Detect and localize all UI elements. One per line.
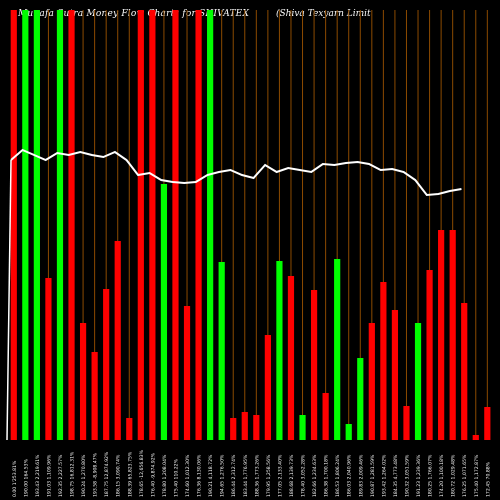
x-tick-label: 190.21 4,118.72% — [208, 454, 214, 497]
bar — [230, 418, 237, 440]
bar — [345, 424, 352, 440]
bar — [218, 262, 225, 440]
bar — [149, 10, 156, 440]
x-tick-label: 172.45 70.88% — [485, 461, 491, 497]
x-tick-label: 194.65 1,276.50% — [220, 454, 226, 497]
bar — [10, 10, 17, 440]
x-tick-label: 190.87 1,281.59% — [370, 454, 376, 497]
x-tick-label: 191.23 1,239.36% — [416, 454, 422, 497]
bar — [322, 393, 329, 440]
x-tick-label: 179.95 1,258.56% — [266, 454, 272, 497]
x-tick-label: 186.15 3,090.74% — [116, 454, 122, 497]
x-tick-label: 176.25 1,071.65% — [462, 454, 468, 497]
bar — [114, 241, 121, 440]
x-tick-label: 186.44 2,312.74% — [231, 454, 237, 497]
bar — [160, 184, 168, 440]
x-tick-label: 186.38 1,700.18% — [324, 454, 330, 497]
bar — [438, 230, 445, 440]
x-tick-label: 186.53 1,806.24% — [335, 454, 341, 497]
bar — [299, 415, 306, 440]
x-tick-label: 190.32 3,051.59% — [404, 454, 410, 497]
x-tick-label: 184.35 4,773.48% — [393, 454, 399, 497]
x-tick-label: 198.75 16,812.31% — [70, 451, 76, 497]
x-tick-label: 193.42 1,264.02% — [381, 454, 387, 497]
x-tick-label: 177.05 2,133.40% — [277, 454, 283, 497]
chart-title: Munafa Sutra Money Flow Charts for SHIVA… — [18, 9, 250, 19]
x-tick-label: 187.75 12,874.92% — [104, 451, 110, 497]
bar — [414, 323, 422, 440]
company-name: (Shiva Texyarn Limit — [276, 9, 371, 19]
price-line-start — [6, 159, 12, 441]
x-tick-label: 191.03 1,109.96% — [46, 454, 52, 497]
bar — [334, 259, 341, 440]
bar — [103, 289, 110, 440]
bar — [91, 352, 98, 440]
x-tick-label: 180.25 1,766.07% — [428, 454, 434, 497]
bar — [484, 407, 491, 440]
x-tick-label: 188.39 65,823.75% — [127, 451, 133, 497]
bar — [276, 261, 283, 440]
bar — [79, 323, 87, 440]
x-tick-label: 186.03 2,040.96% — [347, 454, 353, 497]
x-tick-label: 192.35 2,227.57% — [58, 454, 64, 497]
x-tick-label: 178.65 -12,656.83% — [139, 449, 145, 497]
bar — [241, 412, 248, 440]
x-tick-label: 178.80 1,208.04% — [162, 454, 168, 497]
bar — [195, 10, 202, 440]
bar — [137, 10, 144, 440]
x-tick-label: 190.24 1,270.80% — [81, 454, 87, 497]
bar — [287, 276, 295, 440]
x-tick-label: 188.36 1,773.26% — [254, 454, 260, 497]
bar — [461, 303, 468, 440]
bar — [33, 10, 40, 440]
bars — [10, 10, 491, 440]
bar — [45, 278, 52, 440]
x-tick-label: 178.40 3,052.28% — [301, 454, 307, 497]
x-tick-label: 190.00 164.53% — [23, 458, 29, 497]
price-line — [10, 148, 462, 197]
bar — [472, 435, 479, 440]
bar — [183, 306, 191, 440]
bar — [56, 10, 64, 440]
x-tick-label: 175.40 1,172.87% — [474, 454, 480, 497]
x-tick-label: 193.43 2,219.61% — [35, 454, 41, 497]
bar — [357, 358, 364, 440]
bar — [380, 282, 387, 440]
bar — [172, 10, 179, 440]
x-tick-label: 176.40 -9,874.92% — [150, 452, 156, 497]
x-tick-label: 189.83 2,009.46% — [358, 454, 364, 497]
x-tick-label: 193.58 -8,908.47% — [93, 452, 99, 497]
x-tick-labels: 0.00 1'253.81% 190.00 164.53% 193.43 2,219… — [12, 449, 492, 497]
bar — [22, 10, 29, 440]
x-tick-label: 182.66 1,234.63% — [312, 454, 318, 497]
x-tick-label: 174.60 1,012.30% — [185, 454, 191, 497]
bar — [253, 415, 260, 440]
bar — [391, 310, 399, 440]
x-tick-label: 183.44 1,776.95% — [243, 454, 249, 497]
bar — [68, 10, 75, 440]
x-tick-label: 176.36 8,130.06% — [197, 454, 203, 497]
bar — [264, 335, 271, 440]
x-tick-label: 175.40 110.22% — [173, 458, 179, 497]
bar — [310, 290, 318, 440]
bar — [426, 270, 433, 440]
x-tick-label: 188.68 2,139.73% — [289, 454, 295, 497]
x-tick-label: 174.20 1,100.18% — [439, 454, 445, 497]
bar — [126, 418, 133, 440]
price-lines — [6, 148, 462, 441]
bar — [368, 323, 375, 440]
x-tick-label: 180.72 1,029.48% — [451, 454, 457, 497]
bar — [207, 10, 214, 440]
bar — [403, 406, 410, 440]
bar — [449, 230, 456, 440]
x-tick-label: 0.00 1'253.81% — [12, 460, 18, 497]
